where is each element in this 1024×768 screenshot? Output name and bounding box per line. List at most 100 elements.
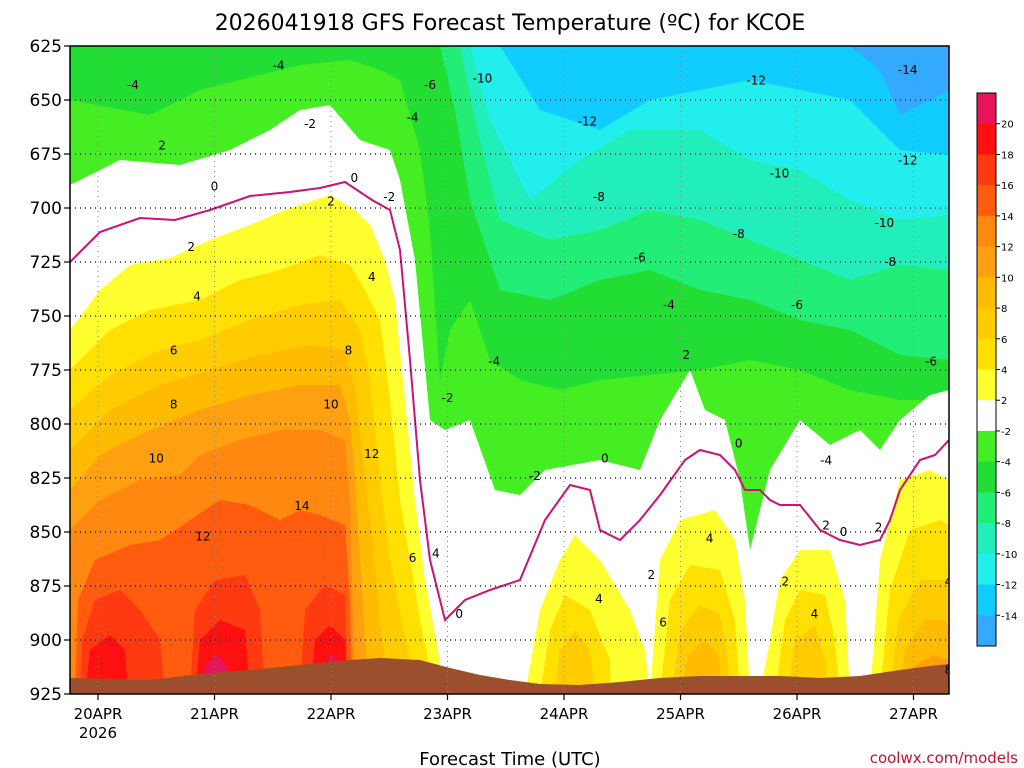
colorbar-label: 10 — [1001, 273, 1014, 284]
contour-label: 12 — [195, 529, 210, 543]
contour-label: 0 — [735, 436, 743, 450]
contour-label: 12 — [364, 447, 379, 461]
contour-label-text: -4 — [488, 354, 500, 368]
contour-label: -8 — [593, 190, 605, 204]
contour-label: -2 — [954, 400, 966, 414]
x-axis-label: Forecast Time (UTC) — [419, 749, 600, 768]
colorbar-label: 16 — [1001, 181, 1014, 192]
x-year-label: 2026 — [79, 724, 117, 742]
contour-label-text: 4 — [193, 290, 201, 304]
contour-label: -4 — [273, 58, 285, 72]
contour-label-text: -2 — [954, 400, 966, 414]
colorbar-swatch — [977, 338, 996, 370]
contour-label-text: -4 — [820, 454, 832, 468]
contour-label-text: -12 — [577, 115, 597, 129]
colorbar-swatch — [977, 154, 996, 186]
contour-label: -6 — [634, 251, 646, 265]
contour-label-text: 8 — [170, 398, 178, 412]
contour-label-text: -6 — [925, 354, 937, 368]
contour-label-text: 10 — [323, 398, 338, 412]
x-tick-label: 21APR — [190, 705, 239, 723]
contour-label: -8 — [884, 255, 896, 269]
chart-title: 2026041918 GFS Forecast Temperature (ºC)… — [215, 11, 806, 36]
x-tick-label: 23APR — [423, 705, 472, 723]
colorbar-label: 6 — [1001, 335, 1007, 346]
y-tick-label: 850 — [30, 523, 62, 543]
contour-label-text: 2 — [683, 348, 691, 362]
contour-label: 2 — [875, 521, 883, 535]
contour-label-text: 6 — [950, 622, 958, 636]
freezing-line — [70, 180, 949, 622]
contour-label: 2 — [950, 531, 958, 545]
contour-label-text: 2 — [875, 521, 883, 535]
contour-label: -4 — [663, 298, 675, 312]
contour-label-text: 10 — [149, 452, 164, 466]
contour-label: -12 — [577, 115, 597, 129]
contour-label-text: 2 — [956, 449, 964, 463]
colorbar-swatch — [977, 584, 996, 616]
contour-label: 2 — [782, 575, 790, 589]
contour-label: -4 — [407, 110, 419, 124]
contour-label: 6 — [170, 344, 178, 358]
y-tick-label: 675 — [30, 145, 62, 165]
contour-label-text: 0 — [455, 607, 463, 621]
x-tick-label: 22APR — [307, 705, 356, 723]
contour-label-text: 4 — [945, 575, 953, 589]
colorbar-swatch — [977, 492, 996, 524]
contour-label-text: 6 — [170, 344, 178, 358]
colorbar-swatch — [977, 461, 996, 493]
colorbar-label: -14 — [1001, 611, 1017, 622]
contour-label-text: -2 — [442, 391, 454, 405]
contour-label-text: -6 — [634, 251, 646, 265]
colorbar-label: -4 — [1001, 458, 1011, 469]
colorbar-label: -8 — [1001, 519, 1011, 530]
contour-label-text: -6 — [791, 298, 803, 312]
contour-label: 4 — [432, 547, 440, 561]
colorbar-swatch — [977, 308, 996, 340]
colorbar-label: -12 — [1001, 581, 1017, 592]
contour-label: -4 — [488, 354, 500, 368]
contour-label-text: 2 — [782, 575, 790, 589]
y-tick-label: 650 — [30, 91, 62, 111]
contour-label: 14 — [294, 499, 309, 513]
colorbar: 20 18 16 14 12 10 8 6 4 2 -2 -4 -6 -8 -10 -12 -14 — [976, 92, 1017, 647]
contour-label: 0 — [211, 179, 219, 193]
colorbar-swatch — [977, 400, 996, 432]
contour-label: 4 — [945, 575, 953, 589]
colorbar-label: 2 — [1001, 396, 1007, 407]
contour-label: 10 — [149, 452, 164, 466]
contour-label: 2 — [648, 568, 656, 582]
y-tick-label: 750 — [30, 307, 62, 327]
contour-label: 2 — [822, 519, 830, 533]
contour-label-text: -14 — [898, 63, 918, 77]
contour-label-text: 12 — [195, 529, 210, 543]
colorbar-swatch — [977, 553, 996, 586]
contour-label-text: 4 — [595, 592, 603, 606]
contour-label-text: -4 — [273, 58, 285, 72]
colorbar-label: 14 — [1001, 212, 1014, 223]
contour-label-text: 2 — [327, 195, 335, 209]
contour-label: -2 — [383, 190, 395, 204]
colorbar-swatch — [977, 215, 996, 248]
contour-label-text: -12 — [898, 153, 918, 167]
y-tick-label: 825 — [30, 469, 62, 489]
y-tick-label: 875 — [30, 577, 62, 597]
colorbar-label: 8 — [1001, 304, 1007, 315]
colorbar-swatch — [977, 185, 996, 217]
contour-label: 4 — [706, 531, 714, 545]
contour-label: -6 — [424, 78, 436, 92]
x-axis: 20APR 21APR 22APR 23APR 24APR 25APR 26APR 27APR — [74, 694, 938, 723]
contour-label-text: -8 — [884, 255, 896, 269]
colorbar-label: 18 — [1001, 150, 1014, 161]
contour-label-text: -8 — [593, 190, 605, 204]
contour-label-text: -2 — [383, 190, 395, 204]
contour-label-text: 6 — [409, 551, 417, 565]
contour-label-text: 2 — [187, 240, 195, 254]
contour-label: -10 — [473, 71, 493, 85]
colorbar-swatch — [977, 123, 996, 155]
contour-label-text: -10 — [875, 216, 895, 230]
contour-label: 2 — [956, 449, 964, 463]
contour-label: -6 — [925, 354, 937, 368]
contour-label: 2 — [327, 195, 335, 209]
